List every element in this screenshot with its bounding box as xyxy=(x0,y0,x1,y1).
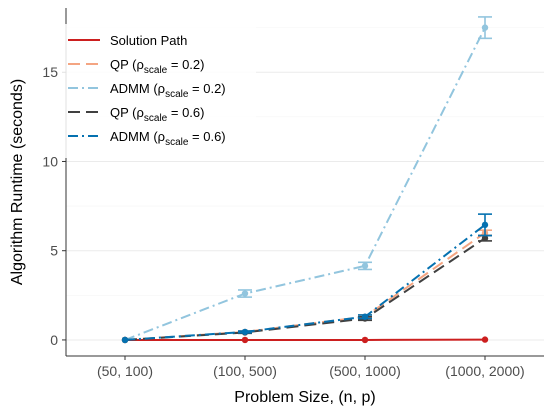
legend-label-main: QP (ρ xyxy=(110,105,144,120)
series-lines xyxy=(121,16,492,344)
legend-label-main: Solution Path xyxy=(110,33,187,48)
legend-label: Solution Path xyxy=(110,33,187,48)
x-tick-label: (50, 100) xyxy=(97,363,153,379)
x-tick-label: (1000, 2000) xyxy=(445,363,524,379)
x-axis-title: Problem Size, (n, p) xyxy=(234,389,375,406)
legend-label: QP (ρscale = 0.2) xyxy=(110,57,204,76)
legend-label-rest: = 0.2) xyxy=(188,81,225,96)
axes: 0 5 10 15 (50, 100) (100, 500) (500, 1000) (100… xyxy=(42,8,544,379)
data-point xyxy=(241,336,249,344)
series-line xyxy=(124,224,486,341)
legend-label-rest: = 0.6) xyxy=(167,105,204,120)
legend-label-main: ADMM (ρ xyxy=(110,129,165,144)
legend-label-rest: = 0.2) xyxy=(167,57,204,72)
legend-label-rest: = 0.6) xyxy=(188,129,225,144)
series-group xyxy=(121,213,492,344)
data-point xyxy=(481,24,489,31)
y-axis-title: Algorithm Runtime (seconds) xyxy=(9,79,26,285)
legend-label: ADMM (ρscale = 0.6) xyxy=(110,129,226,148)
legend-label-sub: scale xyxy=(144,113,168,124)
legend-label-sub: scale xyxy=(165,89,189,100)
data-point xyxy=(481,336,489,343)
data-point xyxy=(481,221,489,229)
data-point xyxy=(361,262,369,270)
legend-label-sub: scale xyxy=(144,65,168,76)
legend-label: ADMM (ρscale = 0.2) xyxy=(110,81,226,100)
y-tick-label: 10 xyxy=(42,153,58,169)
data-point xyxy=(241,290,249,297)
legend-label: QP (ρscale = 0.6) xyxy=(110,105,204,124)
y-tick-label: 5 xyxy=(50,243,58,259)
y-tick-label: 0 xyxy=(50,332,58,348)
legend-label-main: QP (ρ xyxy=(110,57,144,72)
legend-label-main: ADMM (ρ xyxy=(110,81,165,96)
data-point xyxy=(481,235,489,242)
data-point xyxy=(361,336,369,344)
x-tick-label: (100, 500) xyxy=(213,363,277,379)
data-point xyxy=(361,313,369,320)
legend-label-sub: scale xyxy=(165,137,189,148)
y-tick-label: 15 xyxy=(42,64,58,80)
data-point xyxy=(241,328,249,336)
series-line xyxy=(124,27,486,341)
data-point xyxy=(121,336,129,344)
x-tick-label: (500, 1000) xyxy=(329,363,401,379)
